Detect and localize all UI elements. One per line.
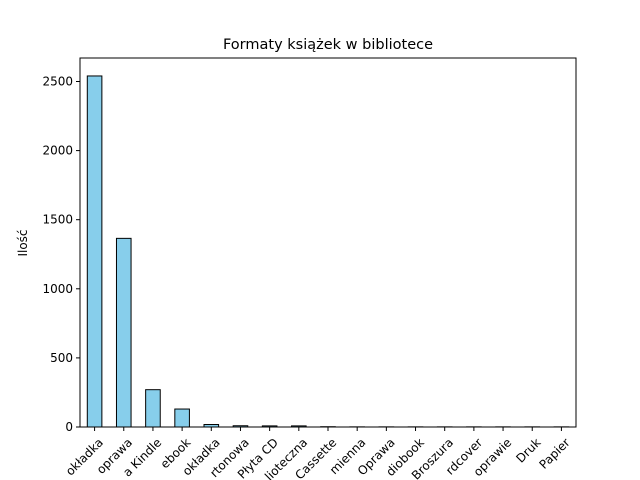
y-tick-label-2: 1000	[42, 282, 73, 296]
y-tick-label-5: 2500	[42, 74, 73, 88]
y-tick-label-3: 1500	[42, 213, 73, 227]
plot-frame	[79, 57, 577, 428]
x-tick-label-16: Papier	[536, 435, 572, 471]
bar-1	[115, 237, 132, 428]
y-axis-label: Ilość	[16, 229, 30, 256]
y-tick-label-1: 500	[50, 351, 73, 365]
bar-2	[145, 389, 161, 428]
bar-3	[174, 408, 190, 428]
bars-group	[86, 75, 570, 428]
y-axis: 0 500 1000 1500 2000 2500	[42, 74, 80, 434]
bar-0	[86, 75, 103, 428]
y-tick-label-0: 0	[65, 420, 73, 434]
chart-title: Formaty książek w bibliotece	[223, 37, 433, 53]
y-tick-label-4: 2000	[42, 144, 73, 158]
